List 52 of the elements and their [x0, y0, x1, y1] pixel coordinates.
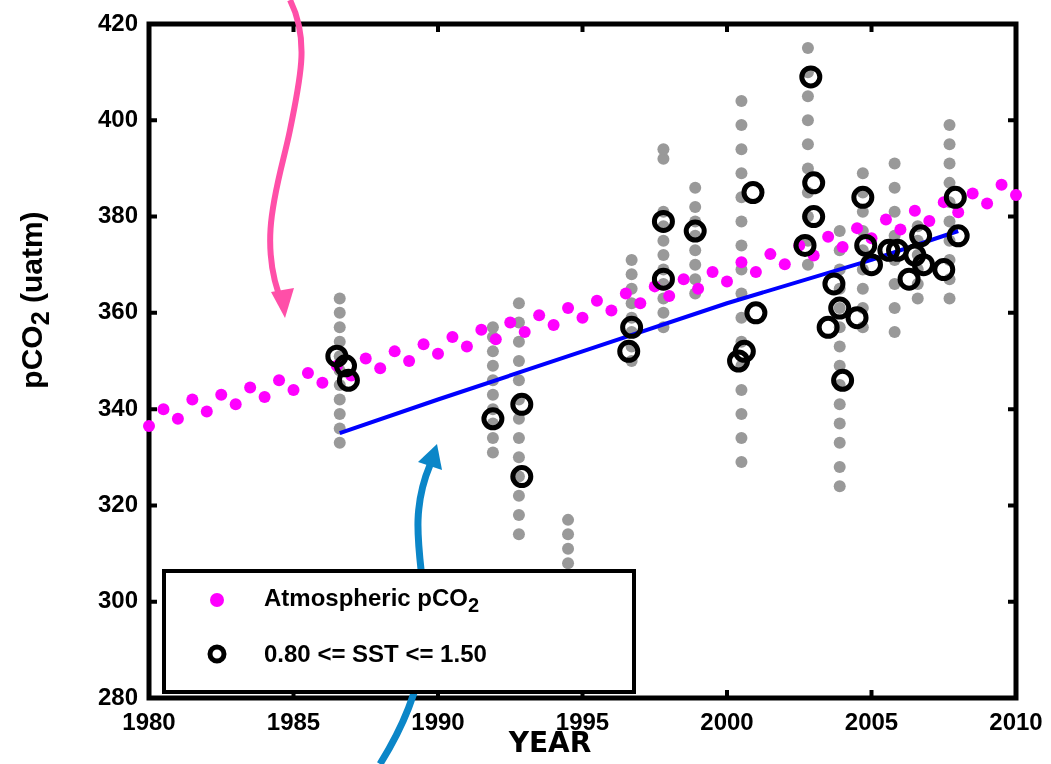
point	[854, 233, 878, 257]
point	[510, 392, 534, 416]
y-tick-label: 300	[97, 586, 138, 614]
legend-label: 0.80 <= SST <= 1.50	[264, 640, 487, 668]
point	[799, 65, 823, 89]
point	[831, 368, 855, 392]
x-tick-label: 2000	[700, 708, 754, 736]
point	[851, 185, 875, 209]
point	[481, 407, 505, 431]
point	[802, 171, 826, 195]
point	[909, 224, 933, 248]
point	[651, 267, 675, 291]
point	[732, 339, 756, 363]
point	[683, 219, 707, 243]
y-tick-label: 340	[97, 393, 138, 421]
point	[325, 344, 349, 368]
point	[860, 253, 883, 277]
y-tick-label: 320	[97, 490, 138, 518]
point	[897, 267, 921, 291]
point	[336, 368, 360, 392]
y-tick-label: 360	[97, 297, 138, 325]
y-tick-label: 280	[97, 682, 138, 710]
legend-label: Atmospheric pCO$_{2}$	[264, 583, 480, 617]
x-tick-label: 1980	[122, 708, 176, 736]
point	[877, 238, 901, 262]
point	[828, 296, 852, 320]
point	[845, 306, 869, 330]
point	[946, 224, 970, 248]
y-tick-label: 420	[97, 8, 138, 36]
x-tick-label: 1985	[266, 708, 321, 736]
point	[886, 238, 910, 262]
y-tick-label: 380	[97, 201, 138, 229]
point	[802, 205, 826, 229]
point	[943, 185, 967, 209]
point	[816, 315, 840, 339]
point	[903, 243, 927, 267]
x-tick-label: 1990	[411, 708, 465, 736]
point	[912, 253, 936, 277]
x-tick-label: 2005	[844, 708, 899, 736]
point	[510, 465, 534, 489]
point	[793, 233, 817, 257]
point	[651, 209, 675, 233]
y-tick-label: 400	[97, 104, 138, 132]
x-tick-label: 2010	[989, 708, 1043, 736]
point	[741, 181, 765, 204]
point	[822, 272, 846, 296]
point	[744, 301, 768, 325]
point	[932, 258, 956, 282]
point	[334, 354, 358, 378]
point	[620, 315, 644, 339]
point	[727, 349, 751, 373]
point	[617, 339, 641, 363]
